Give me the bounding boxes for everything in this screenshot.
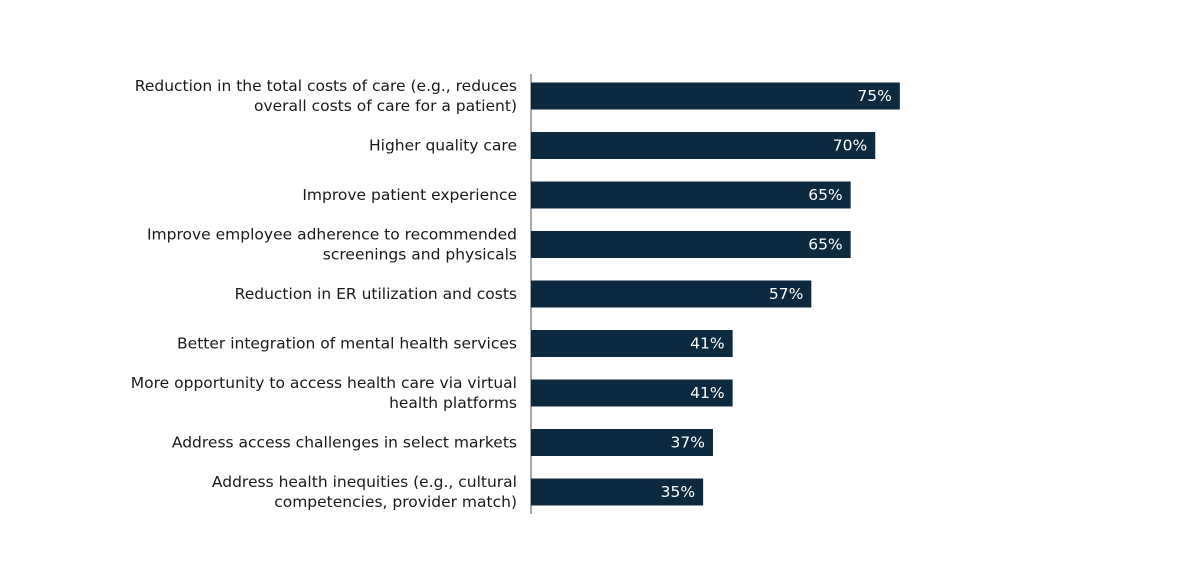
category-label: Address access challenges in select mark…	[172, 434, 517, 452]
bar-value-label: 57%	[769, 285, 803, 303]
bar-value-label: 75%	[857, 87, 891, 105]
bar-value-label: 65%	[808, 236, 842, 254]
bar	[531, 82, 900, 110]
bar-value-label: 41%	[690, 335, 724, 353]
category-label: health platforms	[389, 394, 517, 412]
bar	[531, 379, 733, 407]
bar-value-label: 35%	[661, 483, 695, 501]
category-label: Address health inequities (e.g., cultura…	[212, 473, 517, 491]
category-label: Improve employee adherence to recommende…	[147, 226, 517, 244]
bar-value-label: 41%	[690, 384, 724, 402]
bar	[531, 181, 851, 209]
bars-group: 75% 70% 65% 65% 57% 41% 41% 37% 35%	[531, 82, 900, 506]
bar	[531, 478, 704, 506]
category-label: Higher quality care	[369, 137, 517, 155]
category-label: competencies, provider match)	[274, 493, 517, 511]
bar	[531, 132, 876, 159]
category-label: screenings and physicals	[323, 246, 517, 264]
bar	[531, 231, 851, 258]
bar-value-label: 37%	[671, 434, 705, 452]
bar-value-label: 65%	[808, 186, 842, 204]
bar	[531, 429, 713, 456]
category-label: Better integration of mental health serv…	[177, 335, 517, 353]
bar	[531, 330, 733, 357]
bar-value-label: 70%	[833, 137, 867, 155]
category-label: Improve patient experience	[302, 186, 517, 204]
category-labels-group: Reduction in the total costs of care (e.…	[131, 77, 517, 511]
category-label: overall costs of care for a patient)	[254, 97, 517, 115]
category-label: More opportunity to access health care v…	[131, 374, 517, 392]
bar	[531, 280, 812, 308]
category-label: Reduction in ER utilization and costs	[235, 285, 517, 303]
category-label: Reduction in the total costs of care (e.…	[135, 77, 517, 95]
